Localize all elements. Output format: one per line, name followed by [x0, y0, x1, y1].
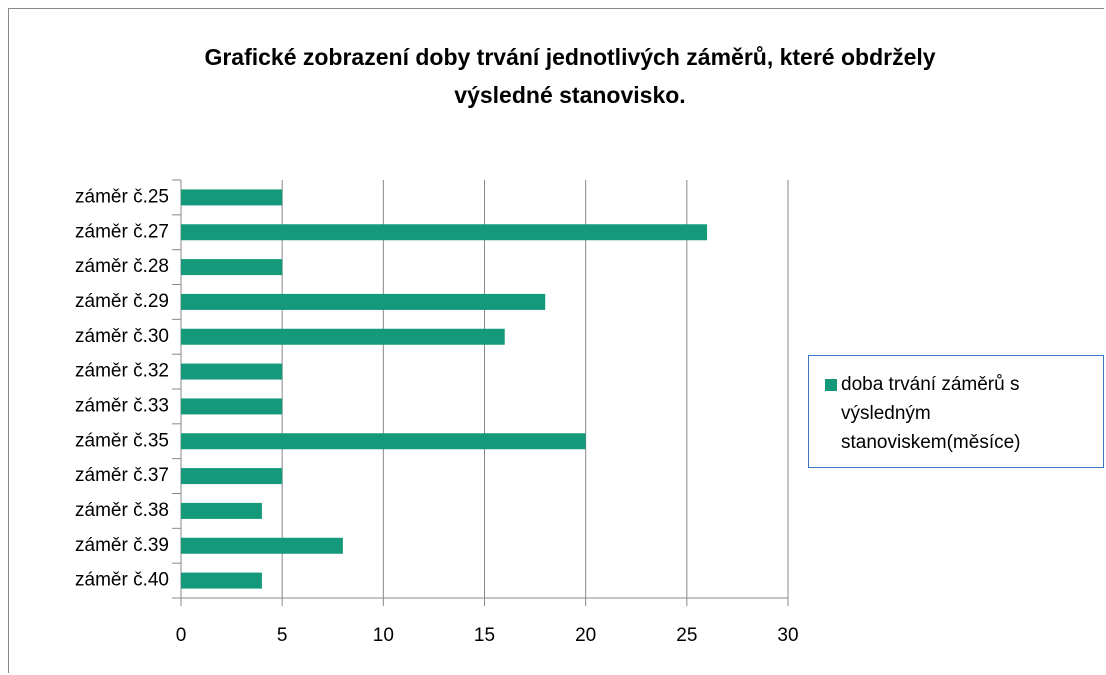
chart-frame [8, 8, 1104, 673]
legend-swatch [825, 379, 837, 391]
bar [181, 433, 586, 450]
y-tick-label: záměr č.40 [75, 570, 169, 591]
y-tick-label: záměr č.32 [75, 361, 169, 382]
y-tick-label: záměr č.29 [75, 291, 169, 312]
y-tick-label: záměr č.39 [75, 535, 169, 556]
bar [181, 537, 343, 554]
y-tick-label: záměr č.30 [75, 326, 169, 347]
y-tick-label: záměr č.37 [75, 465, 169, 486]
x-tick-label: 30 [777, 625, 798, 646]
x-tick-label: 25 [676, 625, 697, 646]
bar [181, 502, 262, 519]
x-tick-label: 10 [373, 625, 394, 646]
bar [181, 189, 283, 206]
y-tick-label: záměr č.38 [75, 500, 169, 521]
bar [181, 224, 708, 241]
bar [181, 468, 283, 485]
bar [181, 572, 262, 589]
legend: doba trvání záměrů s výsledným stanovisk… [808, 355, 1104, 468]
bar [181, 363, 283, 380]
x-tick-label: 5 [277, 625, 288, 646]
y-tick-label: záměr č.27 [75, 221, 169, 242]
bar [181, 293, 546, 310]
bar [181, 328, 505, 345]
bar [181, 398, 283, 415]
y-tick-label: záměr č.28 [75, 256, 169, 277]
bar [181, 259, 283, 276]
y-tick-label: záměr č.35 [75, 430, 169, 451]
y-tick-label: záměr č.33 [75, 395, 169, 416]
x-tick-label: 15 [474, 625, 495, 646]
y-tick-label: záměr č.25 [75, 186, 169, 207]
x-tick-label: 20 [575, 625, 596, 646]
legend-entry: doba trvání záměrů s výsledným stanovisk… [825, 370, 1093, 457]
x-tick-label: 0 [176, 625, 187, 646]
legend-label: doba trvání záměrů s výsledným stanovisk… [841, 374, 1021, 453]
chart-title: Grafické zobrazení doby trvání jednotliv… [204, 44, 936, 108]
